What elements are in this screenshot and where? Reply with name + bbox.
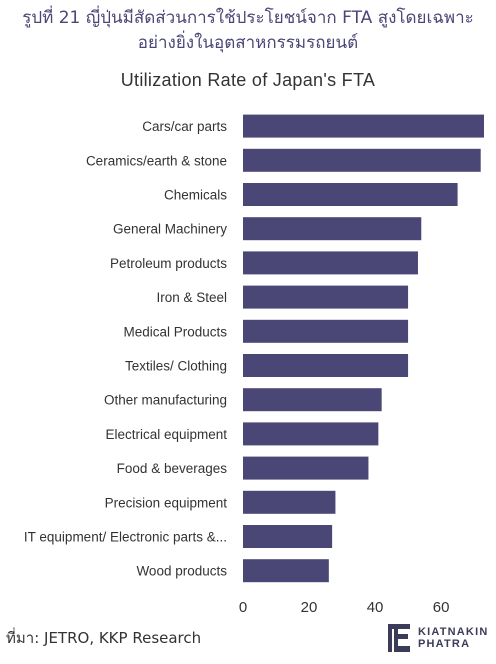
source-note: ที่มา: JETRO, KKP Research xyxy=(6,629,202,647)
category-label: Electrical equipment xyxy=(105,427,227,442)
kiatnakin-phatra-logo: KIATNAKIN PHATRA xyxy=(384,620,494,656)
x-tick-label: 60 xyxy=(433,599,450,616)
category-label: IT equipment/ Electronic parts &... xyxy=(24,530,227,545)
logo-text: KIATNAKIN PHATRA xyxy=(418,626,488,650)
category-label: Iron & Steel xyxy=(156,290,227,305)
category-label: Other manufacturing xyxy=(104,393,227,408)
bar xyxy=(243,319,409,343)
bar xyxy=(243,217,422,241)
heading-line-1: รูปที่ 21 ญี่ปุ่นมีสัดส่วนการใช้ประโยชน์… xyxy=(22,8,474,28)
x-tick-label: 20 xyxy=(301,599,318,616)
bar xyxy=(243,559,329,583)
category-label: Precision equipment xyxy=(105,495,228,510)
category-label: Wood products xyxy=(136,564,227,579)
category-label: Medical Products xyxy=(123,324,227,339)
chart-title: Utilization Rate of Japan's FTA xyxy=(120,70,376,90)
x-tick-label: 0 xyxy=(239,599,247,616)
logo-line-2: PHATRA xyxy=(418,638,471,650)
logo-mark-icon xyxy=(388,624,410,652)
category-label: Ceramics/earth & stone xyxy=(86,153,227,168)
category-label: Petroleum products xyxy=(110,256,227,271)
category-label: Textiles/ Clothing xyxy=(125,359,227,374)
category-label: Food & beverages xyxy=(117,461,228,476)
category-label: Chemicals xyxy=(164,188,227,203)
category-label: Cars/car parts xyxy=(142,119,227,134)
bar xyxy=(243,114,484,138)
bar xyxy=(243,422,379,446)
bar xyxy=(243,525,333,548)
bar xyxy=(243,388,382,412)
chart-heading: รูปที่ 21 ญี่ปุ่นมีสัดส่วนการใช้ประโยชน์… xyxy=(0,6,496,56)
x-tick-label: 40 xyxy=(367,599,384,616)
category-label: General Machinery xyxy=(113,222,227,237)
heading-line-2: อย่างยิ่งในอุตสาหกรรมรถยนต์ xyxy=(137,33,359,53)
bar xyxy=(243,251,418,275)
logo-line-1: KIATNAKIN xyxy=(418,626,489,638)
bar xyxy=(243,183,458,206)
bar xyxy=(243,285,409,309)
bar xyxy=(243,354,409,377)
bar xyxy=(243,456,369,480)
bar xyxy=(243,148,481,172)
bar xyxy=(243,490,336,514)
